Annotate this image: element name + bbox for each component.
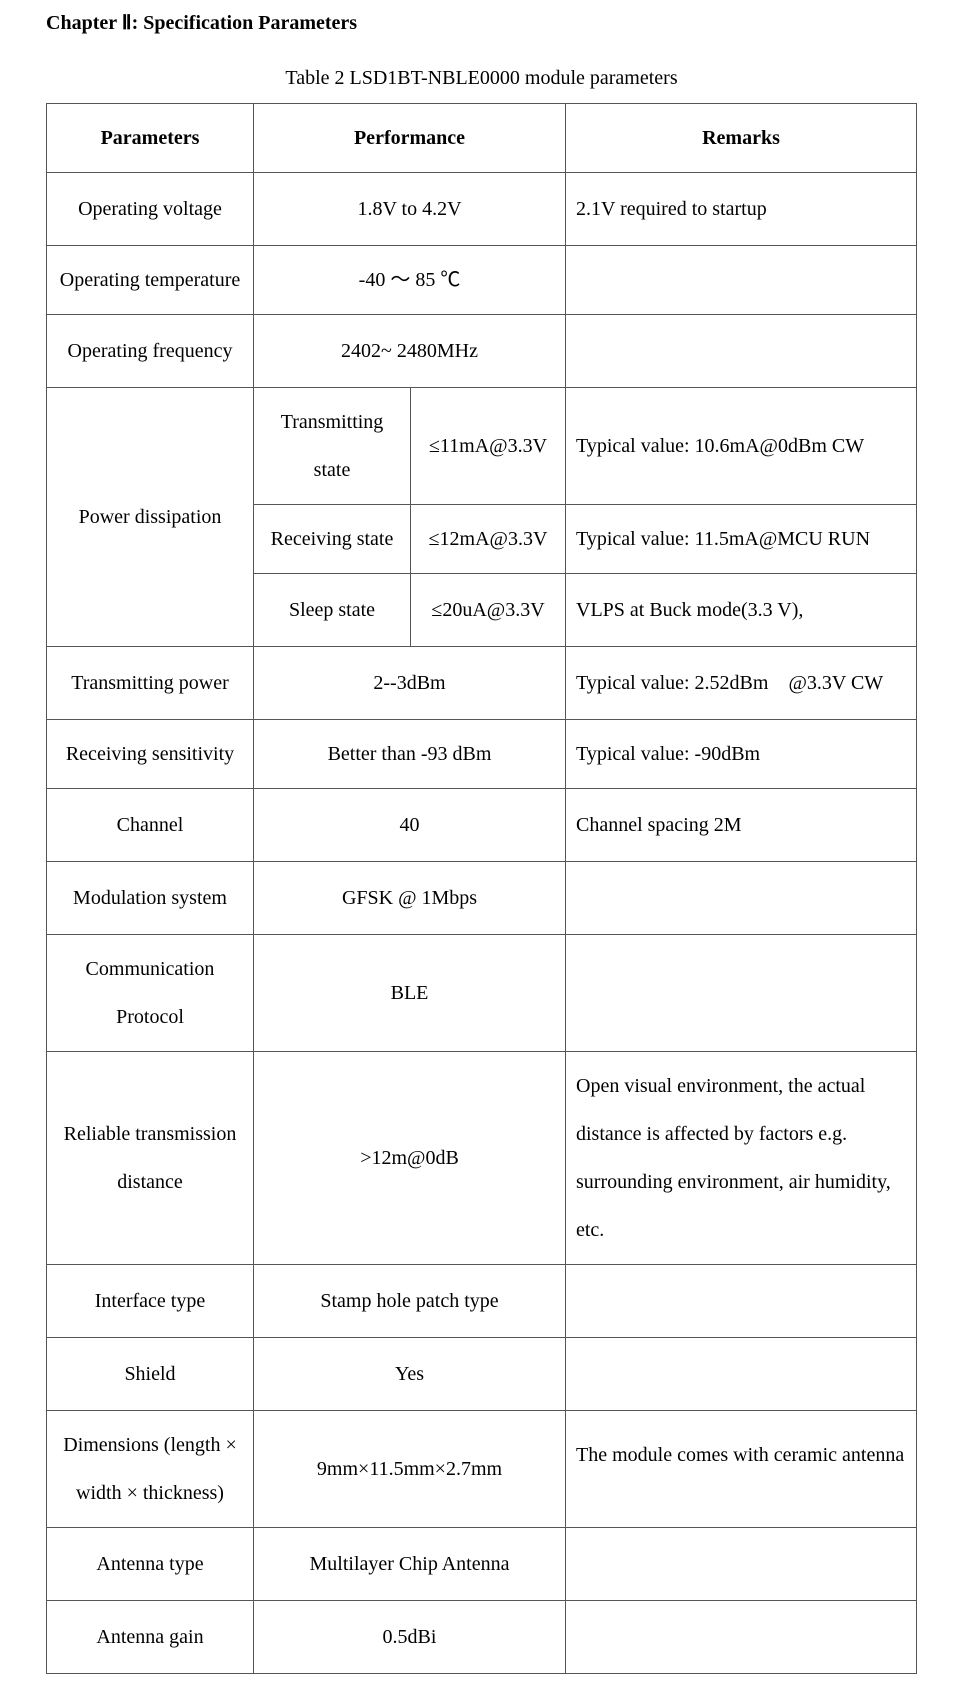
cell-remark [566, 862, 917, 935]
header-performance: Performance [254, 104, 566, 173]
table-caption: Table 2 LSD1BT-NBLE0000 module parameter… [46, 63, 917, 93]
cell-remark: Channel spacing 2M [566, 789, 917, 862]
cell-param: Interface type [47, 1265, 254, 1338]
cell-param: Channel [47, 789, 254, 862]
cell-perf: 2--3dBm [254, 647, 566, 720]
cell-perf: Better than -93 dBm [254, 720, 566, 789]
cell-remark [566, 246, 917, 315]
cell-param: Operating frequency [47, 315, 254, 388]
cell-remark: Typical value: 11.5mA@MCU RUN [566, 505, 917, 574]
cell-perf: BLE [254, 935, 566, 1052]
cell-perf: Multilayer Chip Antenna [254, 1528, 566, 1601]
cell-param: Receiving sensitivity [47, 720, 254, 789]
cell-perf: 40 [254, 789, 566, 862]
header-parameters: Parameters [47, 104, 254, 173]
cell-param: Transmitting power [47, 647, 254, 720]
cell-perf: 9mm×11.5mm×2.7mm [254, 1411, 566, 1528]
cell-perf: 1.8V to 4.2V [254, 173, 566, 246]
table-row: Interface type Stamp hole patch type [47, 1265, 917, 1338]
cell-remark [566, 1528, 917, 1601]
cell-param: Operating voltage [47, 173, 254, 246]
cell-perf-val: ≤12mA@3.3V [411, 505, 566, 574]
table-row: Communication Protocol BLE [47, 935, 917, 1052]
chapter-heading: Chapter Ⅱ: Specification Parameters [46, 8, 917, 38]
table-row: Transmitting power 2--3dBm Typical value… [47, 647, 917, 720]
cell-remark [566, 1601, 917, 1674]
cell-perf: 2402~ 2480MHz [254, 315, 566, 388]
table-row: Channel 40 Channel spacing 2M [47, 789, 917, 862]
table-row: Dimensions (length × width × thickness) … [47, 1411, 917, 1528]
cell-perf-val: ≤11mA@3.3V [411, 388, 566, 505]
cell-param: Antenna type [47, 1528, 254, 1601]
cell-param: Power dissipation [47, 388, 254, 647]
cell-perf: 0.5dBi [254, 1601, 566, 1674]
table-row: Modulation system GFSK @ 1Mbps [47, 862, 917, 935]
table-row: Receiving sensitivity Better than -93 dB… [47, 720, 917, 789]
table-row: Reliable transmission distance >12m@0dB … [47, 1052, 917, 1265]
cell-remark: Typical value: -90dBm [566, 720, 917, 789]
cell-param: Modulation system [47, 862, 254, 935]
table-row: Shield Yes [47, 1338, 917, 1411]
table-row: Power dissipation Transmitting state ≤11… [47, 388, 917, 505]
table-row: Operating voltage 1.8V to 4.2V 2.1V requ… [47, 173, 917, 246]
cell-remark: VLPS at Buck mode(3.3 V), [566, 574, 917, 647]
cell-param: Shield [47, 1338, 254, 1411]
cell-remark: Open visual environment, the actual dist… [566, 1052, 917, 1265]
cell-remark [566, 1265, 917, 1338]
cell-remark: 2.1V required to startup [566, 173, 917, 246]
cell-perf: GFSK @ 1Mbps [254, 862, 566, 935]
cell-perf: Yes [254, 1338, 566, 1411]
cell-remark: The module comes with ceramic antenna [566, 1411, 917, 1528]
table-row: Operating temperature -40 ～ 85 ℃ [47, 246, 917, 315]
header-remarks: Remarks [566, 104, 917, 173]
cell-remark [566, 315, 917, 388]
cell-param: Operating temperature [47, 246, 254, 315]
cell-remark [566, 935, 917, 1052]
cell-perf-state: Transmitting state [254, 388, 411, 505]
cell-perf-state: Receiving state [254, 505, 411, 574]
table-row: Operating frequency 2402~ 2480MHz [47, 315, 917, 388]
table-row: Antenna type Multilayer Chip Antenna [47, 1528, 917, 1601]
cell-remark: Typical value: 2.52dBm @3.3V CW [566, 647, 917, 720]
cell-perf-val: ≤20uA@3.3V [411, 574, 566, 647]
cell-perf: >12m@0dB [254, 1052, 566, 1265]
cell-perf: -40 ～ 85 ℃ [254, 246, 566, 315]
table-row: Antenna gain 0.5dBi [47, 1601, 917, 1674]
cell-perf: Stamp hole patch type [254, 1265, 566, 1338]
cell-param: Dimensions (length × width × thickness) [47, 1411, 254, 1528]
parameters-table: Parameters Performance Remarks Operating… [46, 103, 917, 1674]
table-header-row: Parameters Performance Remarks [47, 104, 917, 173]
cell-param: Reliable transmission distance [47, 1052, 254, 1265]
cell-param: Antenna gain [47, 1601, 254, 1674]
cell-remark [566, 1338, 917, 1411]
cell-param: Communication Protocol [47, 935, 254, 1052]
cell-remark: Typical value: 10.6mA@0dBm CW [566, 388, 917, 505]
cell-perf-state: Sleep state [254, 574, 411, 647]
